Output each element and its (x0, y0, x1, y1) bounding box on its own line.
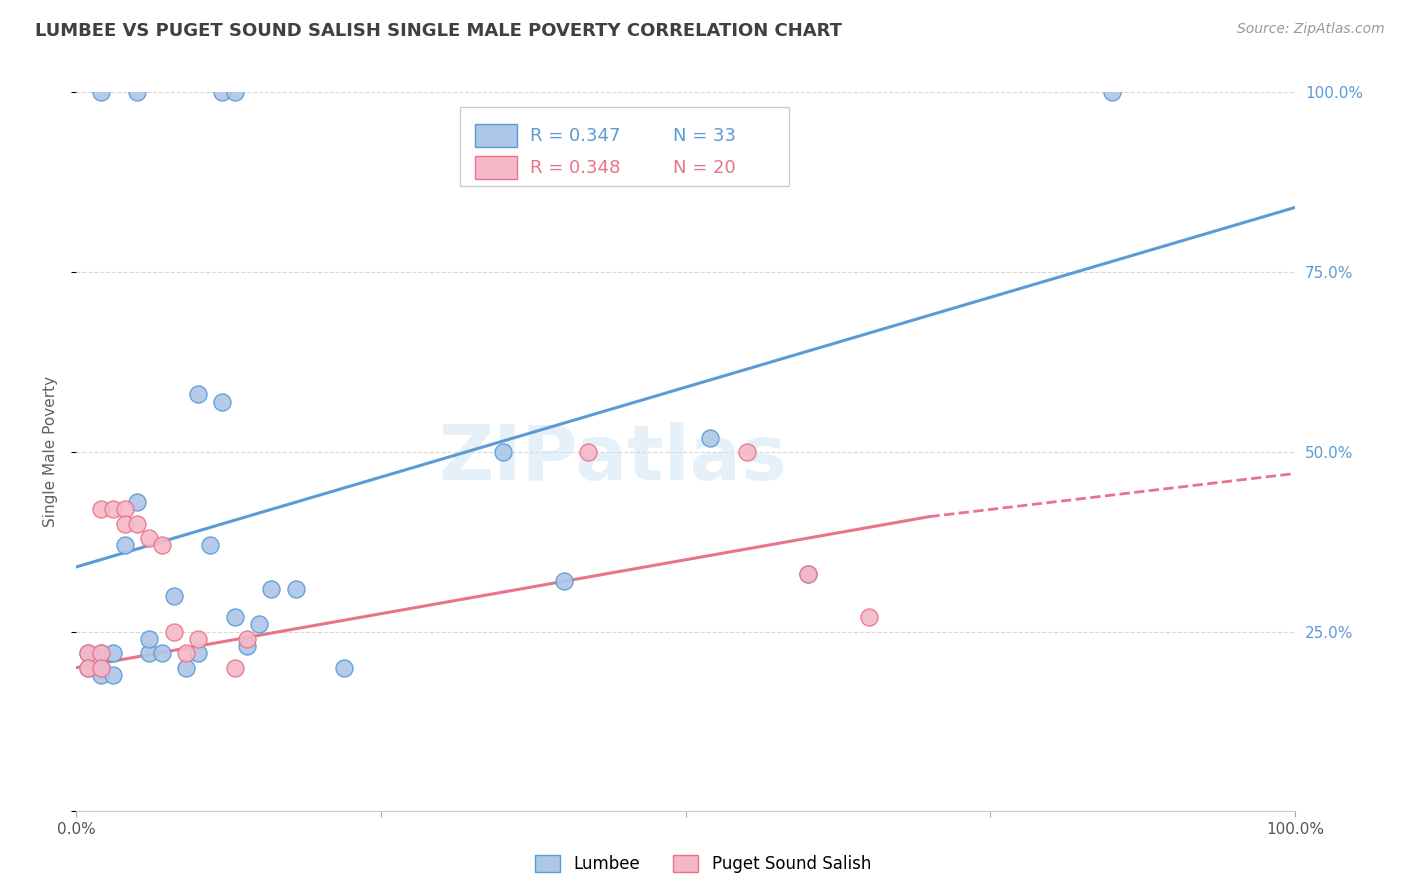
Point (333, 660, 356, 674)
Point (101, 646, 124, 660)
Point (224, 86, 246, 100)
Text: LUMBEE VS PUGET SOUND SALISH SINGLE MALE POVERTY CORRELATION CHART: LUMBEE VS PUGET SOUND SALISH SINGLE MALE… (35, 22, 842, 40)
Point (101, 668, 124, 682)
Point (90, 646, 112, 660)
Point (90, 660, 112, 674)
Point (90, 668, 112, 682)
Legend: Lumbee, Puget Sound Salish: Lumbee, Puget Sound Salish (529, 848, 877, 880)
Point (236, 639, 259, 653)
Point (211, 394, 233, 409)
Point (127, 86, 149, 100)
Point (114, 502, 136, 516)
Point (77, 660, 100, 674)
Text: N = 33: N = 33 (673, 127, 737, 145)
Point (224, 610, 246, 624)
Point (260, 582, 283, 596)
Point (174, 660, 197, 674)
Point (77, 646, 100, 660)
Y-axis label: Single Male Poverty: Single Male Poverty (44, 376, 58, 527)
Point (90, 660, 112, 674)
Point (553, 574, 575, 589)
Point (90, 502, 112, 516)
Point (284, 582, 307, 596)
Point (576, 445, 599, 459)
Point (699, 430, 721, 444)
Point (187, 387, 209, 401)
Text: R = 0.348: R = 0.348 (530, 159, 620, 177)
Point (174, 646, 197, 660)
Point (200, 538, 222, 552)
Text: ZIPatlas: ZIPatlas (439, 422, 787, 496)
Point (150, 646, 173, 660)
Point (796, 567, 818, 582)
FancyBboxPatch shape (460, 107, 789, 186)
Point (492, 445, 515, 459)
Text: Source: ZipAtlas.com: Source: ZipAtlas.com (1237, 22, 1385, 37)
Bar (475, 124, 517, 147)
Point (138, 646, 160, 660)
Point (735, 445, 758, 459)
Point (90, 86, 112, 100)
Point (211, 86, 233, 100)
Text: R = 0.347: R = 0.347 (530, 127, 620, 145)
Point (127, 495, 149, 509)
Point (858, 610, 880, 624)
Point (114, 516, 136, 531)
Point (127, 516, 149, 531)
Point (187, 646, 209, 660)
Point (114, 538, 136, 552)
Point (236, 632, 259, 646)
Text: N = 20: N = 20 (673, 159, 737, 177)
Point (90, 646, 112, 660)
Point (187, 632, 209, 646)
Point (77, 660, 100, 674)
Point (77, 646, 100, 660)
Point (138, 632, 160, 646)
Point (224, 660, 246, 674)
Point (247, 617, 270, 632)
Point (796, 567, 818, 582)
Point (1101, 86, 1123, 100)
Point (150, 538, 173, 552)
Bar (475, 156, 517, 179)
Point (163, 624, 186, 639)
Point (163, 589, 186, 603)
Point (138, 531, 160, 545)
Point (101, 502, 124, 516)
